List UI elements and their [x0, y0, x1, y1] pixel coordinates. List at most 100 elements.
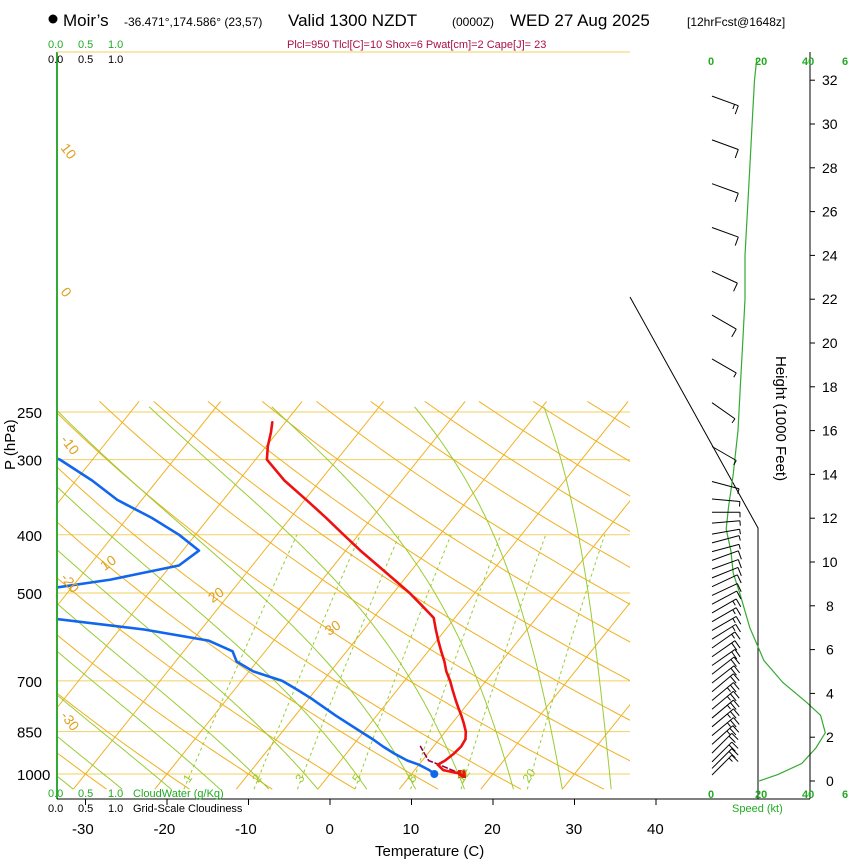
wind-barb-staff	[712, 140, 738, 150]
isotherm-label: -30	[58, 708, 83, 734]
cloudiness-top-tick: 0.5	[78, 54, 93, 66]
wind-barb-flag	[730, 685, 736, 692]
temperature-tick-label: -30	[72, 821, 94, 838]
wind-barb-staff	[712, 403, 735, 419]
height-tick-label: 32	[822, 72, 838, 88]
mixing-ratio-label: 3	[292, 771, 307, 785]
temperature-tick-label: -20	[154, 821, 176, 838]
pressure-tick-label: 300	[17, 453, 42, 470]
mixing-ratio-label: 1	[180, 771, 195, 785]
wind-barb	[712, 184, 738, 202]
height-tick-label: 2	[826, 729, 834, 745]
height-tick-label: 8	[826, 598, 834, 614]
isotherm-label: -20	[58, 570, 83, 596]
wind-barb-staff	[712, 624, 736, 639]
temperature-tick-label: 0	[326, 821, 334, 838]
theta-label: 30	[322, 617, 344, 639]
wind-barb-half-flag	[739, 536, 740, 541]
wind-barb-flag	[732, 742, 738, 748]
wind-barb-flag	[738, 560, 741, 568]
wind-barb-staff	[712, 632, 735, 648]
wind-barb	[712, 482, 739, 494]
wind-barb-flag	[735, 632, 740, 639]
cloudwater-bottom-tick: 0.0	[48, 788, 63, 800]
speed-top-tick: 20	[755, 56, 767, 68]
temperature-trace	[267, 422, 466, 774]
wind-barb-half-flag	[733, 610, 736, 614]
wind-barb	[712, 315, 736, 337]
wind-barb-flag	[735, 649, 740, 656]
wind-barb-staff	[712, 616, 736, 630]
wind-barb-flag	[730, 694, 736, 701]
wind-barb-flag	[736, 624, 741, 632]
wind-barb-staff	[712, 544, 739, 551]
wind-barb	[712, 567, 741, 577]
speed-axis-title: Speed (kt)	[732, 803, 783, 815]
temperature-tick-label: 40	[647, 821, 664, 838]
wind-barb-flag	[734, 283, 738, 291]
wind-barb-half-flag	[727, 705, 730, 709]
wind-barb-half-flag	[733, 104, 735, 109]
wind-barb	[712, 536, 740, 543]
wind-barb-flag	[733, 683, 739, 690]
cloudiness-top-tick: 0.0	[48, 54, 63, 66]
wind-barb	[712, 228, 738, 246]
pressure-tick-label: 500	[17, 586, 42, 603]
pressure-tick-label: 850	[17, 725, 42, 742]
speed-top-tick: 40	[802, 56, 814, 68]
height-tick-label: 22	[822, 291, 838, 307]
cloudiness-bottom-tick: 0.0	[48, 803, 63, 815]
speed-bottom-tick: 0	[708, 789, 714, 801]
wind-barb-flag	[733, 709, 739, 716]
height-tick-label: 0	[826, 773, 834, 789]
temperature-tick-label: -10	[235, 821, 257, 838]
wind-barb	[712, 632, 740, 648]
wind-barb	[712, 96, 738, 114]
speed-bottom-tick: 6	[842, 789, 848, 801]
location-marker-icon	[49, 15, 58, 24]
wind-barb-staff	[712, 184, 738, 194]
wind-barb-flag	[732, 755, 738, 761]
wind-barb	[712, 616, 741, 630]
pressure-tick-label: 400	[17, 528, 42, 545]
wind-barb-flag	[733, 700, 739, 707]
wind-barb	[712, 359, 736, 377]
height-tick-label: 20	[822, 335, 838, 351]
wind-barb-staff	[712, 315, 736, 329]
wind-barb-flag	[738, 551, 741, 559]
parcel-params: Plcl=950 Tlcl[C]=10 Shox=6 Pwat[cm]=2 Ca…	[287, 39, 546, 51]
surface-dewpoint-marker	[430, 770, 438, 778]
cloudiness-bottom-tick: 0.5	[78, 803, 93, 815]
wind-barb-half-flag	[729, 758, 733, 762]
height-axis-title: Height (1000 Feet)	[772, 356, 789, 481]
wind-barb	[712, 447, 736, 465]
wind-barb	[712, 544, 740, 551]
mixing-ratio-line	[355, 535, 451, 789]
wind-barb-half-flag	[727, 714, 730, 718]
height-tick-label: 18	[822, 379, 838, 395]
x-axis-title: Temperature (C)	[375, 843, 484, 860]
wind-barb-flag	[735, 149, 738, 157]
wind-barb-flag	[736, 616, 741, 624]
wind-barb-half-flag	[740, 529, 741, 534]
speed-top-tick: 6	[842, 56, 848, 68]
source-title: Moir’s	[63, 11, 109, 30]
wind-barb-staff	[712, 536, 739, 543]
wind-barb-flag	[734, 666, 740, 673]
wind-barb	[712, 718, 739, 736]
temperature-tick-label: 20	[484, 821, 501, 838]
wind-barb-staff	[712, 521, 740, 523]
cloudwater-bottom-tick: 1.0	[108, 788, 123, 800]
forecast-date: WED 27 Aug 2025	[510, 11, 650, 30]
wind-barb-staff	[712, 228, 738, 238]
pressure-tick-label: 1000	[17, 767, 50, 784]
wind-barb	[712, 140, 738, 158]
theta-label: 20	[205, 584, 227, 606]
mixing-ratio-line	[184, 535, 297, 789]
wind-barb-flag	[736, 608, 741, 616]
wind-barb-staff	[712, 447, 736, 461]
wind-barb-flag	[730, 676, 736, 683]
wind-barb	[712, 512, 740, 517]
speed-bottom-tick: 20	[755, 789, 767, 801]
